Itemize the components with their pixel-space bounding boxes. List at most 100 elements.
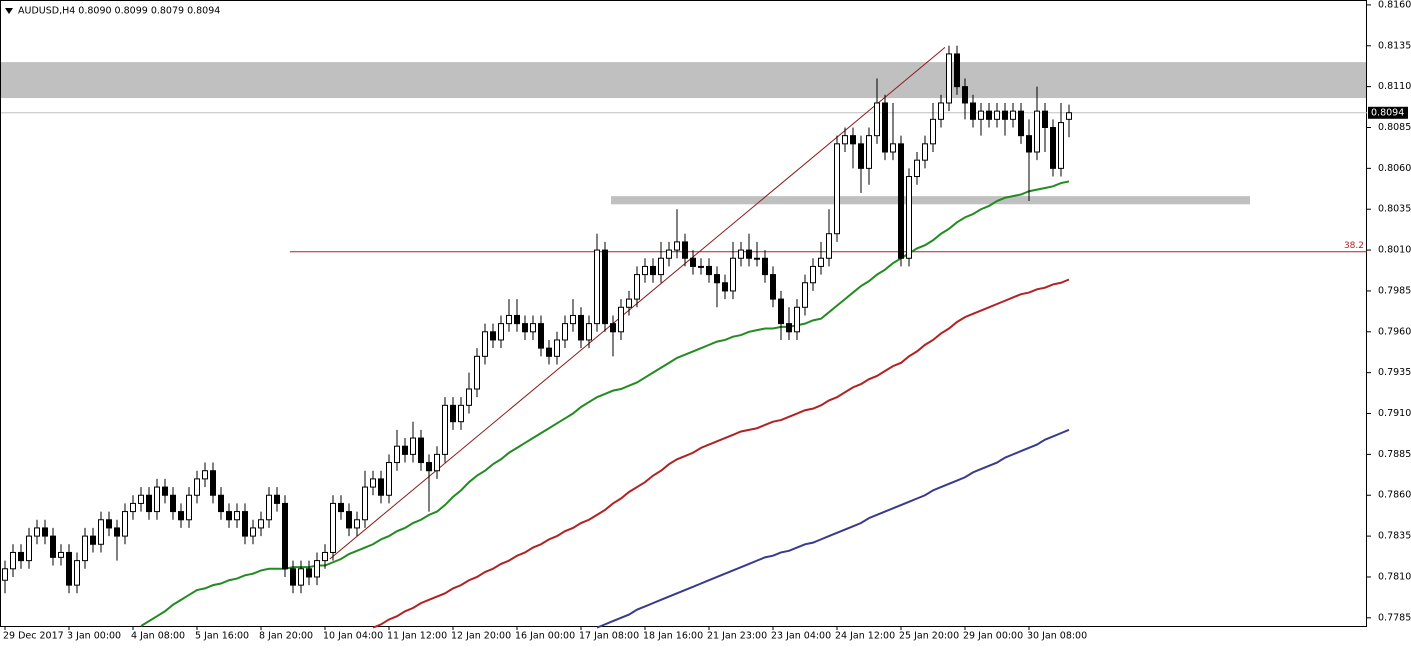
- candle-body: [514, 314, 520, 325]
- candle-body: [610, 323, 616, 333]
- price-label: 0.8094: [1371, 107, 1404, 118]
- candle-body: [1026, 135, 1032, 153]
- x-tick-label: 29 Jan 00:00: [963, 631, 1023, 642]
- candle-body: [218, 494, 224, 513]
- candle-body: [426, 462, 432, 472]
- candle-body: [594, 249, 600, 325]
- candle-body: [474, 355, 480, 390]
- candle-body: [306, 568, 312, 578]
- y-tick-label: 0.7810: [1378, 571, 1411, 582]
- zone: [611, 196, 1250, 205]
- candle-body: [450, 404, 456, 423]
- candle-body: [506, 314, 512, 325]
- candle-body: [290, 568, 296, 586]
- candle-body: [482, 331, 488, 357]
- candle-body: [842, 135, 848, 145]
- candle-body: [642, 265, 648, 276]
- candle-body: [602, 249, 608, 325]
- candle-body: [314, 560, 320, 578]
- y-tick-label: 0.8060: [1378, 163, 1411, 174]
- x-tick-label: 23 Jan 04:00: [771, 631, 831, 642]
- candle-body: [138, 494, 144, 504]
- candle-body: [1050, 126, 1056, 169]
- candle-body: [818, 257, 824, 267]
- candle-body: [226, 511, 232, 521]
- candle-body: [618, 306, 624, 333]
- candle-body: [690, 257, 696, 267]
- x-tick-label: 25 Jan 20:00: [899, 631, 959, 642]
- x-tick-label: 18 Jan 16:00: [643, 631, 703, 642]
- candle-body: [650, 265, 656, 276]
- candle-body: [626, 298, 632, 308]
- candle-body: [1034, 110, 1040, 153]
- candle-body: [754, 257, 760, 260]
- candle-body: [986, 110, 992, 120]
- candle-body: [282, 502, 288, 570]
- candle-body: [122, 511, 128, 537]
- candle-body: [922, 143, 928, 161]
- candle-body: [938, 102, 944, 120]
- candle-body: [250, 527, 256, 537]
- candle-body: [202, 470, 208, 480]
- x-tick-label: 17 Jan 08:00: [579, 631, 639, 642]
- y-tick-label: 0.8010: [1378, 245, 1411, 256]
- candle-body: [530, 323, 536, 333]
- x-tick-label: 16 Jan 00:00: [515, 631, 575, 642]
- y-tick-label: 0.7910: [1378, 408, 1411, 419]
- candle-body: [210, 470, 216, 496]
- x-tick-label: 3 Jan 00:00: [67, 631, 121, 642]
- candle-body: [978, 110, 984, 120]
- candle-body: [1002, 110, 1008, 120]
- candle-body: [1058, 122, 1064, 169]
- candle-body: [778, 298, 784, 325]
- x-tick-label: 11 Jan 12:00: [387, 631, 447, 642]
- x-tick-label: 21 Jan 23:00: [707, 631, 767, 642]
- price-label-box: [1368, 106, 1408, 119]
- candle-body: [146, 494, 152, 513]
- plot-frame: [0, 0, 1367, 627]
- candle-body: [786, 323, 792, 333]
- candle-body: [170, 494, 176, 513]
- y-tick-label: 0.7885: [1378, 449, 1411, 460]
- candle-body: [274, 494, 280, 504]
- candle-body: [682, 241, 688, 259]
- candle-body: [890, 143, 896, 153]
- candle-body: [970, 102, 976, 120]
- y-tick-label: 0.7935: [1378, 367, 1411, 378]
- candle-body: [186, 494, 192, 521]
- candle-body: [106, 519, 112, 529]
- candle-body: [322, 551, 328, 562]
- candle-body: [402, 445, 408, 455]
- candle-body: [98, 519, 104, 545]
- candle-body: [810, 265, 816, 284]
- candle-body: [802, 282, 808, 308]
- candle-body: [330, 502, 336, 553]
- candle-body: [18, 551, 24, 562]
- x-tick-label: 4 Jan 08:00: [131, 631, 185, 642]
- candle-body: [354, 519, 360, 529]
- candle-body: [874, 102, 880, 137]
- candle-body: [826, 233, 832, 259]
- candle-body: [434, 453, 440, 472]
- candle-body: [410, 437, 416, 455]
- candle-body: [458, 404, 464, 423]
- x-tick-label: 5 Jan 16:00: [195, 631, 249, 642]
- candle-body: [234, 511, 240, 521]
- candle-body: [698, 265, 704, 268]
- candle-body: [442, 404, 448, 455]
- candle-body: [714, 274, 720, 284]
- collapse-icon: [5, 8, 13, 14]
- candle-body: [562, 323, 568, 341]
- candle-body: [338, 502, 344, 513]
- candle-body: [850, 135, 856, 145]
- candle-body: [962, 86, 968, 104]
- candle-body: [1066, 112, 1072, 120]
- candle-body: [730, 257, 736, 292]
- candle-body: [370, 478, 376, 488]
- fib-label: 38.2: [1344, 241, 1364, 251]
- candle-body: [954, 53, 960, 88]
- candle-body: [490, 331, 496, 341]
- candle-body: [706, 265, 712, 276]
- candle-body: [114, 527, 120, 537]
